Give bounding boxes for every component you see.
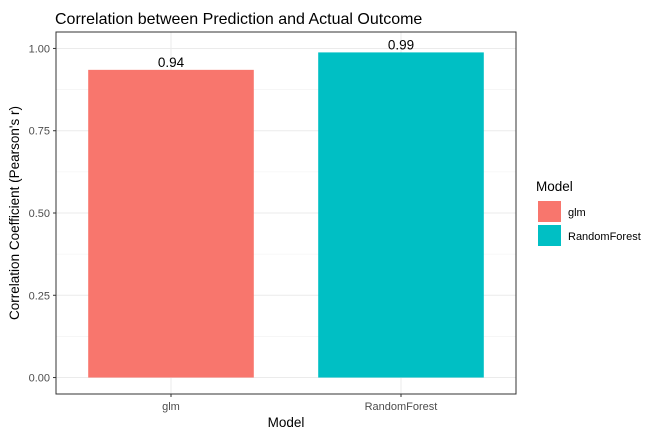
x-tick-label: RandomForest bbox=[365, 401, 438, 413]
bar-randomforest bbox=[318, 52, 484, 378]
chart-title: Correlation between Prediction and Actua… bbox=[55, 11, 422, 28]
data-label: 0.94 bbox=[158, 55, 185, 70]
y-tick-label: 0.25 bbox=[29, 290, 50, 302]
y-tick-label: 0.50 bbox=[29, 208, 50, 220]
data-label: 0.99 bbox=[388, 37, 414, 52]
legend-key-glm bbox=[538, 201, 561, 222]
bar-glm bbox=[88, 69, 254, 378]
y-tick-label: 1.00 bbox=[29, 43, 50, 55]
legend-title: Model bbox=[536, 179, 573, 194]
legend-key-randomforest bbox=[538, 225, 561, 246]
y-axis: 0.00 0.25 0.50 0.75 1.00 bbox=[29, 43, 56, 385]
x-axis-title: Model bbox=[268, 415, 305, 430]
bars bbox=[88, 52, 484, 378]
legend-label: RandomForest bbox=[568, 231, 641, 243]
y-tick-label: 0.75 bbox=[29, 126, 50, 138]
y-tick-label: 0.00 bbox=[29, 373, 50, 385]
legend-label: glm bbox=[568, 207, 586, 219]
y-axis-title: Correlation Coefficient (Pearson's r) bbox=[7, 106, 22, 320]
x-axis: glm RandomForest bbox=[162, 394, 437, 413]
plot-panel: 0.94 0.99 bbox=[55, 31, 517, 395]
x-tick-label: glm bbox=[162, 401, 180, 413]
data-labels: 0.94 0.99 bbox=[158, 37, 414, 69]
legend: Model glm RandomForest bbox=[536, 179, 641, 246]
